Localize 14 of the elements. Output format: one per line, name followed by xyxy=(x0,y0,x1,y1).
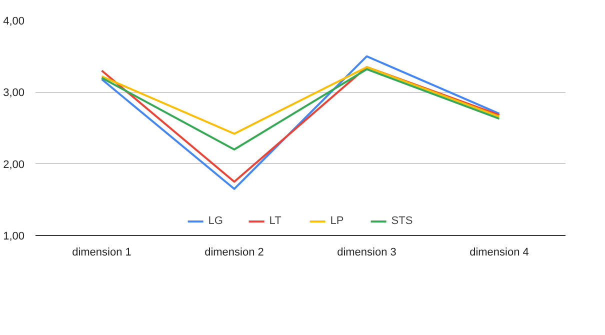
line-series xyxy=(100,66,500,135)
y-tick-label: 1,00 xyxy=(3,230,25,242)
x-tick-label: dimension 2 xyxy=(204,246,264,258)
legend-label: LT xyxy=(269,215,282,227)
y-tick-label: 3,00 xyxy=(3,87,25,100)
x-tick-label: dimension 4 xyxy=(470,246,529,258)
x-tick-label: dimension 1 xyxy=(72,246,132,258)
legend-label: LG xyxy=(208,215,224,227)
y-tick-label: 4,00 xyxy=(3,16,25,28)
line-series xyxy=(100,68,500,150)
y-tick-label: 2,00 xyxy=(3,158,25,171)
legend-label: LP xyxy=(330,215,345,227)
x-tick-label: dimension 3 xyxy=(337,246,396,258)
legend-label: STS xyxy=(391,215,413,227)
